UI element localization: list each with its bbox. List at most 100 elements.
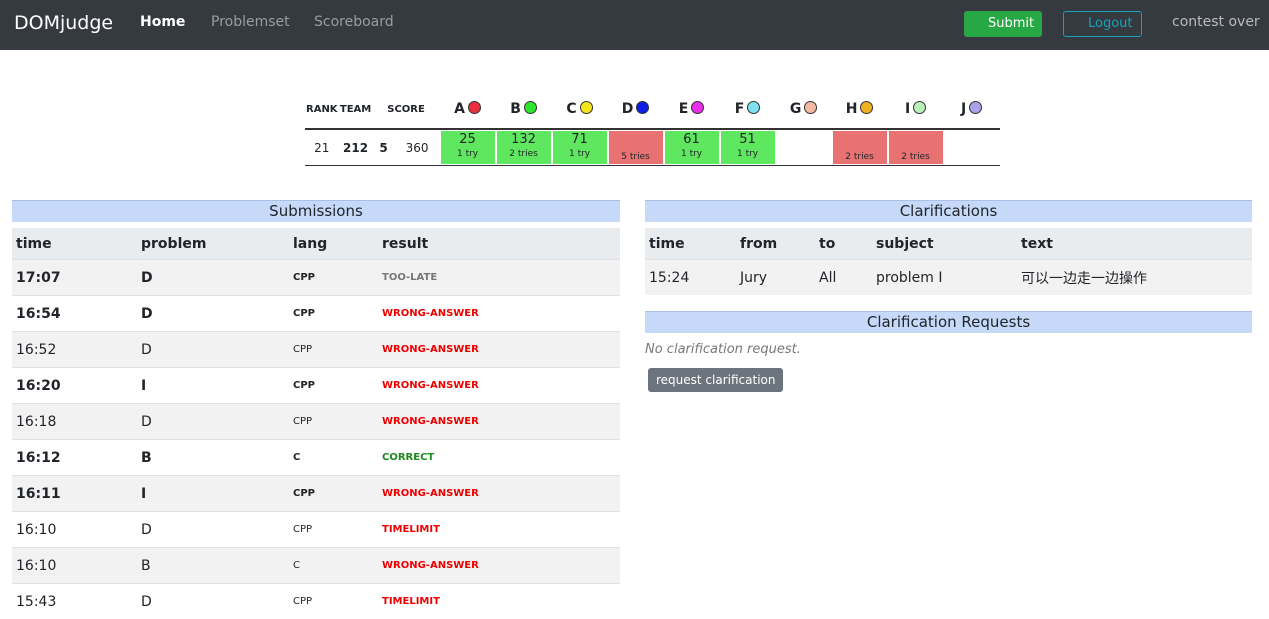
- time: 16:52: [12, 332, 137, 368]
- cell: Jury: [736, 260, 815, 296]
- logout-label: Logout: [1088, 16, 1133, 31]
- result: WRONG-ANSWER: [378, 404, 620, 440]
- time: 16:54: [12, 296, 137, 332]
- problem-balloon: [580, 101, 593, 114]
- nav-link[interactable]: Home: [140, 14, 185, 30]
- problem-balloon: [860, 101, 873, 114]
- result-box: 2 tries: [889, 131, 943, 164]
- solve-time: 132: [497, 133, 551, 147]
- cell: 可以一边走一边操作: [1017, 260, 1252, 296]
- time: 15:43: [12, 584, 137, 619]
- solve-time: 71: [553, 133, 607, 147]
- panel-title: Clarification Requests: [645, 311, 1252, 333]
- problem-cell: 2 tries: [888, 129, 944, 166]
- problem-cell: 2 tries: [832, 129, 888, 166]
- lang: CPP: [289, 476, 378, 512]
- tries: 1 try: [665, 147, 719, 161]
- result: WRONG-ANSWER: [378, 296, 620, 332]
- problem: D: [137, 332, 289, 368]
- time: 16:10: [12, 548, 137, 584]
- submit-button[interactable]: Submit: [964, 11, 1042, 37]
- problem-balloon: [691, 101, 704, 114]
- brand[interactable]: DOMjudge: [14, 12, 113, 34]
- problem-label: J: [961, 101, 966, 117]
- lang: CPP: [289, 512, 378, 548]
- problem-balloon: [636, 101, 649, 114]
- solve-time: 51: [721, 133, 775, 147]
- column-header: text: [1017, 228, 1252, 260]
- lang: CPP: [289, 296, 378, 332]
- result: WRONG-ANSWER: [378, 548, 620, 584]
- problem-label: A: [454, 101, 465, 117]
- problem-header: E: [664, 90, 720, 129]
- page: DOMjudge Home Problemset Scoreboard Submit Lo…: [0, 0, 1269, 588]
- team: 212: [339, 129, 373, 166]
- result-box: 2 tries: [833, 131, 887, 164]
- submit-label: Submit: [988, 16, 1034, 31]
- nav-link[interactable]: Scoreboard: [314, 14, 394, 30]
- problem-label: F: [735, 101, 745, 117]
- time: 16:18: [12, 404, 137, 440]
- problem-label: H: [846, 101, 858, 117]
- solved: 5: [373, 129, 395, 166]
- column-header: time: [645, 228, 736, 260]
- problem-header: J: [944, 90, 1000, 129]
- tries: 1 try: [553, 147, 607, 161]
- request-button[interactable]: request clarification: [648, 368, 783, 392]
- problem: B: [137, 548, 289, 584]
- problem: D: [137, 512, 289, 548]
- tries: 5 tries: [609, 150, 663, 164]
- solve-time: 25: [441, 133, 495, 147]
- penalty: 360: [395, 129, 440, 166]
- column-header: subject: [872, 228, 1017, 260]
- problem-balloon: [913, 101, 926, 114]
- problem-header: A: [440, 90, 496, 129]
- empty-note: No clarification request.: [645, 342, 1252, 357]
- problem-header: D: [608, 90, 664, 129]
- lang: C: [289, 440, 378, 476]
- problem: D: [137, 296, 289, 332]
- column-header: problem: [137, 228, 289, 260]
- cell: 15:24: [645, 260, 736, 296]
- time: 16:12: [12, 440, 137, 476]
- problem-label: B: [510, 101, 521, 117]
- tries: 2 tries: [833, 150, 887, 164]
- solve-time: 61: [665, 133, 719, 147]
- tries: 1 try: [441, 147, 495, 161]
- problem-balloon: [747, 101, 760, 114]
- problem-cell: [944, 129, 1000, 166]
- navbar: DOMjudge Home Problemset Scoreboard Submit Lo…: [0, 0, 1269, 50]
- nav-link[interactable]: Problemset: [211, 14, 290, 30]
- requests: Clarification Requests No clarification r…: [645, 311, 1252, 392]
- logout-button[interactable]: Logout: [1063, 11, 1142, 37]
- result: WRONG-ANSWER: [378, 476, 620, 512]
- result: TOO-LATE: [378, 260, 620, 296]
- rank: 21: [305, 129, 339, 166]
- time: 16:20: [12, 368, 137, 404]
- cell: All: [815, 260, 872, 296]
- panel-title: Clarifications: [645, 200, 1252, 222]
